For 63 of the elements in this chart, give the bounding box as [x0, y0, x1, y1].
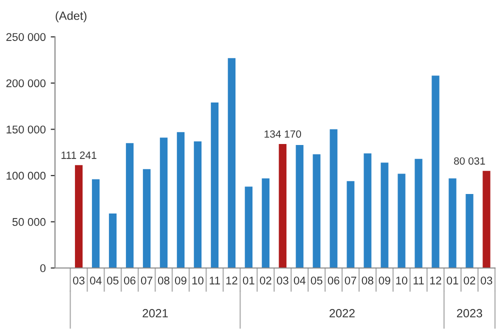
x-tick-label: 02 — [464, 276, 476, 284]
bar — [74, 165, 83, 268]
x-tick-label: 11 — [210, 276, 220, 284]
y-tick-label: 150 000 — [6, 126, 46, 134]
bar — [176, 132, 185, 268]
x-tick-label: 01 — [242, 276, 254, 284]
bar — [142, 169, 151, 268]
y-tick-label: 0 — [40, 264, 46, 272]
data-label: 134 170 — [264, 130, 302, 138]
bar — [244, 186, 252, 268]
x-tick-label: 06 — [124, 276, 136, 284]
bar — [482, 170, 490, 268]
x-tick-label: 01 — [446, 276, 458, 284]
bar — [92, 179, 100, 268]
bar — [414, 158, 422, 268]
bar — [398, 174, 406, 268]
bar — [210, 102, 219, 268]
x-tick-label: 04 — [90, 276, 102, 284]
x-tick-label: 05 — [310, 276, 322, 284]
x-tick-label: 03 — [73, 276, 84, 284]
x-tick-label: 09 — [174, 276, 186, 284]
bar — [228, 58, 236, 268]
x-tick-label: 07 — [140, 276, 152, 284]
x-tick-label: 04 — [294, 276, 306, 284]
text: 2023 — [456, 309, 482, 318]
text: 2022 — [330, 309, 355, 318]
x-tick-label: 03 — [276, 276, 288, 284]
bar — [296, 145, 304, 268]
bar — [126, 143, 134, 268]
x-tick-label: 10 — [192, 276, 204, 284]
x-tick-label: 07 — [344, 276, 356, 284]
x-tick-label: 12 — [430, 276, 442, 284]
bar — [278, 144, 286, 268]
y-tick-label: 50 000 — [12, 218, 46, 226]
bar — [432, 76, 440, 268]
y-tick-label: 100 000 — [6, 172, 46, 180]
x-tick-label: 06 — [328, 276, 340, 284]
bar — [262, 178, 270, 268]
bar — [312, 154, 320, 268]
data-label: 80 031 — [454, 157, 485, 165]
x-tick-label: 05 — [107, 276, 118, 284]
x-tick-label: 03 — [480, 276, 492, 284]
bar — [364, 153, 372, 268]
y-axis-title: (Adet) — [56, 11, 86, 22]
bar — [380, 162, 388, 268]
y-tick-label: 250 000 — [6, 33, 46, 41]
bar — [448, 178, 456, 268]
bar — [194, 141, 202, 268]
x-tick-label: 02 — [260, 276, 272, 284]
x-tick-label: 11 — [414, 276, 424, 284]
bar — [466, 194, 474, 268]
x-tick-label: 10 — [396, 276, 408, 284]
data-label: 111 241 — [62, 152, 96, 159]
x-tick-label: 12 — [226, 276, 238, 284]
x-tick-label: 08 — [158, 276, 170, 284]
bar — [108, 213, 117, 268]
x-tick-label: 08 — [362, 276, 374, 284]
bar — [160, 138, 168, 268]
y-tick-label: 200 000 — [6, 79, 46, 88]
bar — [330, 129, 338, 268]
bar — [346, 181, 354, 268]
text: 2021 — [142, 309, 168, 318]
x-tick-label: 09 — [378, 276, 390, 284]
